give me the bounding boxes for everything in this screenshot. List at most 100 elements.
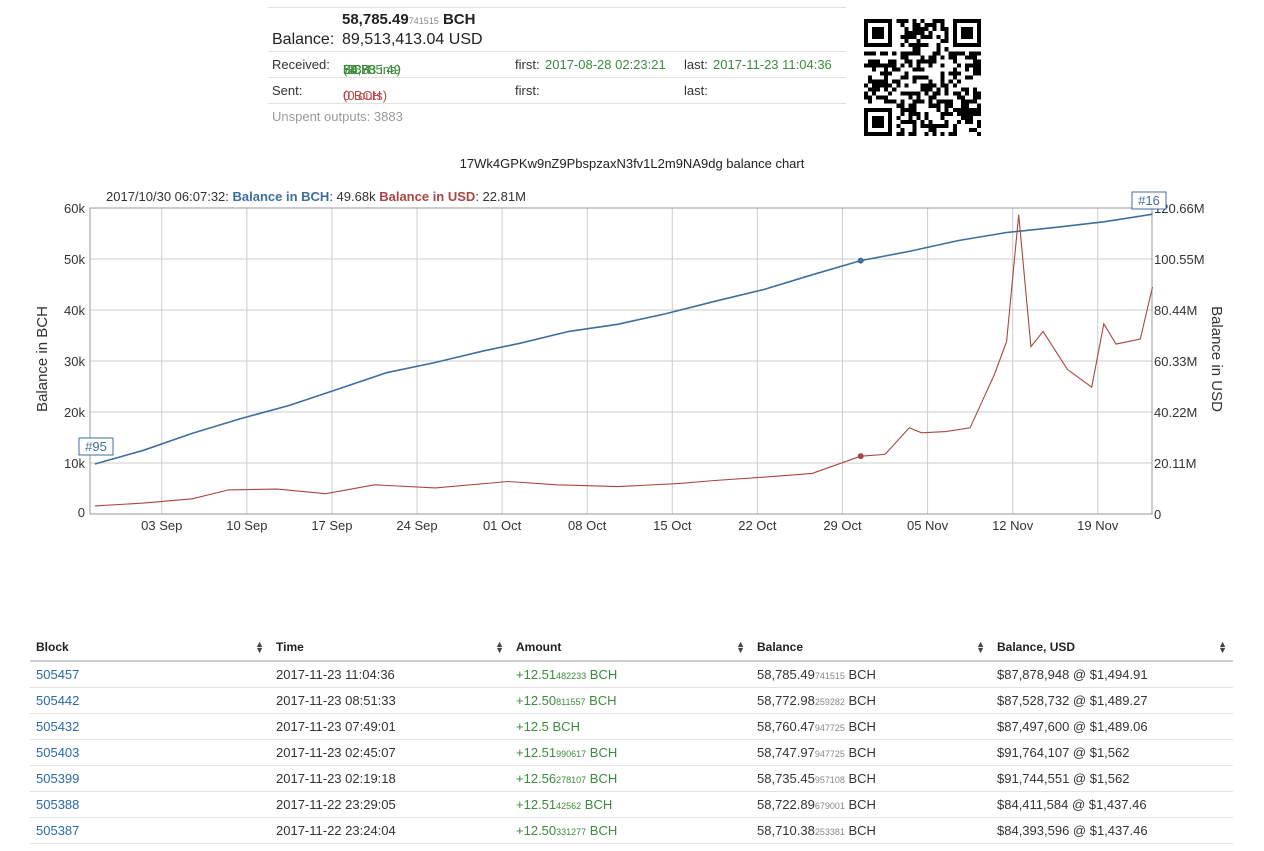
block-link[interactable]: 505387 [36,823,80,838]
x-tick-label: 10 Sep [226,518,267,533]
sort-icon[interactable]: ▲ ▼ [1218,639,1227,655]
amount-main: +12.56 [516,771,557,786]
col-amount-label: Amount [516,640,562,654]
plot-frame [89,207,1153,515]
amount-small: 811557 [556,697,586,707]
block-link[interactable]: 505442 [36,693,80,708]
y-tick-label-right: 0 [1154,507,1161,522]
balance-main: 58,785.49 [757,667,815,682]
cell-time: 2017-11-23 07:49:01 [270,713,510,740]
balance-small: 741515 [814,671,845,681]
cell-block: 505442 [30,687,270,714]
col-time-label: Time [276,640,304,654]
block-link[interactable]: 505403 [36,745,80,760]
balance-bch-main: 58,785.49 [342,11,409,28]
x-tick-label: 03 Sep [141,518,182,533]
cell-amount: +12.51990617 BCH [510,739,751,766]
sent-value-main: 0 BCH [343,88,382,103]
amount-small: 990617 [556,749,587,759]
received-first-label: first: [515,57,540,72]
col-time-header[interactable]: Time ▲ ▼ [270,634,510,662]
received-main: 58,785.49 [343,62,401,77]
cell-balance: 58,710.38253381 BCH [751,817,991,844]
amount-main: +12.50 [516,823,557,838]
y-ticks-right: 0 20.11M 40.22M 60.33M 80.44M 100.55M 120.66M [1154,201,1205,522]
sort-icon[interactable]: ▲ ▼ [255,639,264,655]
col-balance-header[interactable]: Balance ▲ ▼ [751,634,991,662]
y-tick-label-right: 80.44M [1154,303,1197,318]
y-tick-label-left: 0 [78,505,85,520]
y-tick-label-left: 50k [64,252,85,267]
cell-amount: +12.50811557 BCH [510,687,751,714]
tooltip-date: 2017/10/30 06:07:32: [106,189,229,204]
block-link[interactable]: 505432 [36,719,80,734]
cell-amount: +12.5 BCH [510,713,751,740]
cell-balance-usd: $87,497,600 @ $1,489.06 [991,713,1233,740]
block-link[interactable]: 505457 [36,667,80,682]
chart-title: 17Wk4GPKw9nZ9PbspzaxN3fv1L2m9NA9dg balan… [459,156,805,171]
cell-block: 505432 [30,713,270,740]
x-tick-label: 08 Oct [568,518,607,533]
balance-small: 947725 [814,749,845,759]
balance-small: 679001 [814,801,845,811]
balance-bch-small: 741515 [408,16,439,26]
x-tick-label: 01 Oct [483,518,522,533]
series-line-usd [94,214,1154,507]
balance-chart[interactable]: 0 10k 20k 30k 40k 50k 60k 0 20.11M 40.22M 60.33M 8… [0,180,1264,540]
cell-time: 2017-11-23 11:04:36 [270,661,510,688]
qr-code-icon [864,19,981,136]
svg-text:2017/10/30 06:07:32: Bal: 2017/10/30 06:07:32: Balance in BCH: 49.… [106,189,526,204]
table-row: 505432 2017-11-23 07:49:01 +12.5 BCH 58,760… [30,713,1233,740]
block-link[interactable]: 505388 [36,797,80,812]
table-row: 505442 2017-11-23 08:51:33 +12.50811557 BC… [30,687,1233,714]
amount-unit: BCH [586,823,618,838]
sort-icon[interactable]: ▲ ▼ [495,639,504,655]
cell-time: 2017-11-22 23:29:05 [270,791,510,818]
tooltip-usd-value: : 22.81M [475,189,526,204]
received-label: Received: [272,57,330,72]
y-tick-label-left: 10k [64,456,85,471]
cell-time: 2017-11-23 02:19:18 [270,765,510,792]
y-axis-left-title: Balance in BCH [34,306,51,412]
balance-main: 58,760.47 [757,719,815,734]
col-balance-usd-header[interactable]: Balance, USD ▲ ▼ [991,634,1233,662]
y-ticks-left: 0 10k 20k 30k 40k 50k 60k [64,201,85,520]
balance-small: 253381 [814,827,845,837]
balance-block: 58,785.49741515 BCH Balance: 89,513,413.… [268,8,846,52]
flag-right[interactable]: #16 [1131,191,1167,210]
received-first: 2017-08-28 02:23:21 [545,57,666,72]
cell-block: 505403 [30,739,270,766]
sort-icon[interactable]: ▲ ▼ [736,639,745,655]
x-tick-label: 15 Oct [653,518,692,533]
col-amount-header[interactable]: Amount ▲ ▼ [510,634,751,662]
amount-small: 331277 [556,827,587,837]
balance-unit: BCH [844,823,876,838]
x-tick-label: 22 Oct [738,518,777,533]
amount-small: 278107 [556,775,587,785]
block-link[interactable]: 505399 [36,771,80,786]
amount-main: +12.50 [516,693,557,708]
hover-point-bch [857,257,864,264]
y-tick-label-left: 40k [64,303,85,318]
flag-right-box [1131,191,1167,210]
x-tick-label: 12 Nov [992,518,1034,533]
sort-icon[interactable]: ▲ ▼ [976,639,985,655]
flag-left-box [78,437,114,456]
y-tick-label-right: 120.66M [1154,201,1205,216]
cell-balance-usd: $91,764,107 @ $1,562 [991,739,1233,766]
sent-row: Sent: 0 BCH (0 outs) first: last: [268,78,846,104]
cell-balance: 58,785.49741515 BCH [751,661,991,688]
sent-label: Sent: [272,83,303,98]
col-balance-usd-label: Balance, USD [997,640,1076,654]
y-tick-label-right: 60.33M [1154,354,1197,369]
flag-left[interactable]: #95 [78,437,114,456]
col-block-label: Block [36,640,69,654]
flag-right-label: #16 [1138,193,1160,208]
cell-balance-usd: $91,744,551 @ $1,562 [991,765,1233,792]
balance-unit: BCH [844,771,876,786]
cell-time: 2017-11-23 08:51:33 [270,687,510,714]
received-small: 74 [343,62,358,77]
col-block-header[interactable]: Block ▲ ▼ [30,634,270,662]
unspent-outputs: Unspent outputs: 3883 [272,109,403,124]
cell-block: 505388 [30,791,270,818]
